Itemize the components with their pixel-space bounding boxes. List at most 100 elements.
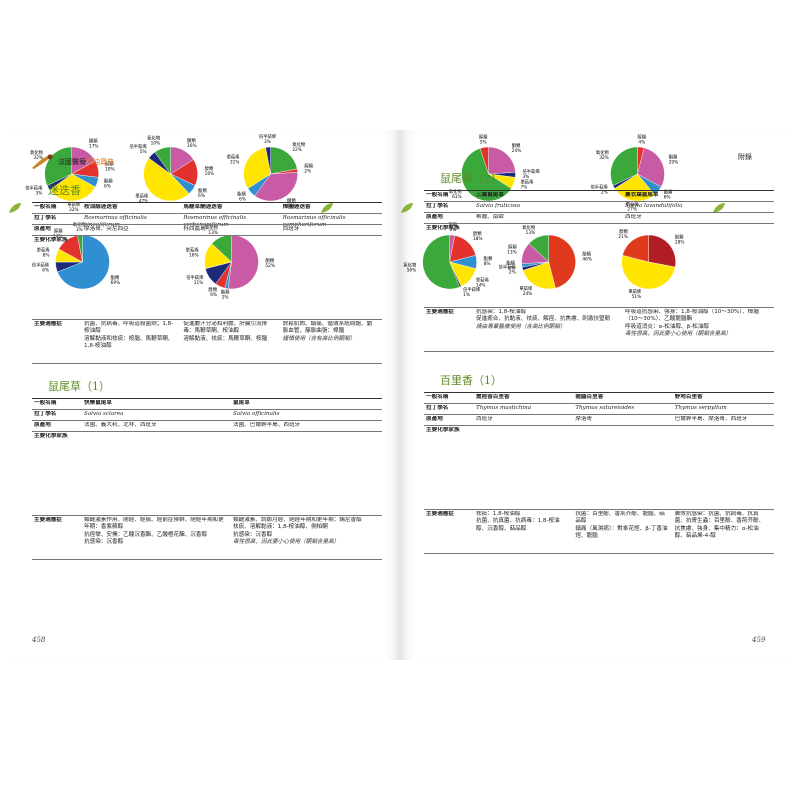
origin: 西班牙 <box>282 226 300 232</box>
row-label: 主要化學家族 <box>34 433 68 439</box>
pie-slice <box>488 146 516 175</box>
species-name: 樟腦迷迭香 <box>282 204 311 210</box>
row-label: 主要適應症 <box>426 309 454 315</box>
slice-name: 單萜烯 <box>186 247 200 254</box>
slice-name: 單萜烯 <box>476 277 490 284</box>
species-name: 馬鞭草酮迷迭香 <box>183 204 223 210</box>
slice-name: 單萜烯 <box>628 288 642 295</box>
pie-slice <box>529 234 550 263</box>
pie-slice <box>143 157 190 202</box>
slice-name: 氧化物 <box>292 141 306 148</box>
slice-name: 酮類 <box>89 138 98 145</box>
table-rule <box>32 319 382 320</box>
indications: 放鬆肌肉、鎮痛、循環系統問題、動脈血管、靜脈曲張：樟腦 <box>282 321 373 335</box>
row-label: 主要適應症 <box>426 511 454 517</box>
slice-name: 酯類 <box>507 259 516 266</box>
slice-value: 24% <box>512 148 522 154</box>
slice-name: 醇類 <box>473 230 482 237</box>
row-label: 拉丁學名 <box>426 405 449 411</box>
slice-value: 14% <box>53 233 63 239</box>
slice-name: 氧化物 <box>205 224 219 231</box>
slice-name: 單萜烯 <box>520 285 534 292</box>
row-label: 主要化學家族 <box>426 427 460 433</box>
slice-name: 酮類 <box>669 153 678 160</box>
origin: 希臘、南歐 <box>476 214 504 220</box>
row-label: 主要化學家族 <box>426 225 460 231</box>
slice-name: 醇類 <box>479 133 488 140</box>
slice-value: 52% <box>265 263 275 269</box>
origin: 科西嘉島 <box>183 226 206 232</box>
slice-value: 47% <box>139 199 149 205</box>
slice-name: 酯類 <box>221 288 230 295</box>
slice-value: 2% <box>509 269 516 275</box>
slice-name: 單萜烯 <box>226 153 240 160</box>
table-rule <box>424 392 774 393</box>
slice-name: 倍半萜烯 <box>186 274 204 281</box>
slice-name: 醇類 <box>304 163 313 170</box>
slice-value: 36% <box>287 203 297 209</box>
table-rule <box>424 509 774 510</box>
latin-name: Salvia lavandulifolia <box>625 203 683 209</box>
slice-value: 16% <box>189 253 199 259</box>
species-name: 薰衣葉鼠尾草 <box>625 192 659 198</box>
slice-name: 酮類 <box>187 137 196 144</box>
slice-name: 氧化物 <box>449 188 463 195</box>
slice-value: 8% <box>43 253 50 259</box>
indications: 廣效抗感染：抗菌、抗病毒、抗真菌、抗寄生蟲：百里酚、香荊芥酚、抗焦慮、強身、集中… <box>674 511 765 540</box>
slice-value: 6% <box>210 292 217 298</box>
slice-value: 10% <box>105 167 115 173</box>
row-label: 主要適應症 <box>34 517 62 523</box>
header-text: 法國醫療 <box>58 158 86 166</box>
row-label: 主要適應症 <box>34 321 62 327</box>
section-title: 鼠尾草（2） <box>440 172 502 185</box>
pie-slice <box>49 173 96 202</box>
slice-name: 酮類 <box>449 221 458 228</box>
slice-value: 6% <box>42 267 49 273</box>
table-rule <box>32 431 382 432</box>
slice-name: 倍半萜烯 <box>499 263 516 270</box>
slice-value: 13% <box>526 230 536 236</box>
slice-name: 單萜烯 <box>520 179 534 186</box>
pie-slice <box>154 146 172 175</box>
right-page: 附錄 459 鼠尾草（2） 一般名稱 三葉鼠尾草 薰衣葉鼠尾草 拉丁學名 Salvia f… <box>400 130 792 660</box>
latin-name: Rosmarinus officinalis cineoliferum <box>84 215 149 229</box>
slice-value: 24% <box>523 291 533 297</box>
table-rule <box>424 201 774 202</box>
indications-cell: 抗菌：百里酚、香荊芥酚、龍腦、萜品醇 鎮痛（風濕病）：對傘花烴、β-丁香油烴、龍… <box>575 511 668 552</box>
slice-name: 醇類 <box>54 227 63 234</box>
pie-slice <box>270 146 298 175</box>
origin: 西班牙 <box>476 416 493 422</box>
table-rule <box>424 425 774 426</box>
slice-value: 18% <box>473 236 483 242</box>
indications-cell: 廣效抗感染：抗菌、抗病毒、抗真菌、抗寄生蟲：百里酚、香荊芥酚、抗焦慮、強身、集中… <box>675 511 768 552</box>
table-rule <box>32 202 382 203</box>
slice-value: 6% <box>239 196 246 202</box>
indications-cell: 抗感染：1,8-桉油醇 促進癒合、抗黏液、祛痰、解痙、抗焦慮、刺激抗堅韌 請由專業… <box>476 309 619 350</box>
row-label: 原產地 <box>426 214 443 220</box>
pie-slice <box>479 146 489 175</box>
indications: 促進膽汁分泌和利膽、肝臟引流排毒：馬鞭草酮、桉油醇 溶解黏液、祛痰：馬鞭草酮、桉… <box>183 321 268 342</box>
slice-value: 3% <box>449 227 456 233</box>
indications: 類雌激素、調節月經、絕經年期和更年期：錫尼香醇 祛痰、溶解黏液：1,8-桉油醇、… <box>233 517 362 538</box>
slice-name: 倍半萜烯 <box>32 261 50 268</box>
indications-cell: 類雌激素、調節月經、絕經年期和更年期：錫尼香醇 祛痰、溶解黏液：1,8-桉油醇、… <box>233 517 376 558</box>
table-rule <box>424 223 774 224</box>
indications: 祛痰：1,8-桉油醇 抗菌、抗真菌、抗病毒：1,8-桉油醇、沉香醇、萜品醇 <box>476 511 560 532</box>
species-name: 龍腦百里香 <box>575 394 604 400</box>
slice-value: 16% <box>187 143 197 149</box>
slice-name: 酯類 <box>664 189 673 196</box>
slice-value: 31% <box>230 159 240 165</box>
latin-name: Salvia officinalis <box>233 411 280 417</box>
slice-name: 單萜烯 <box>626 201 640 208</box>
slice-value: 6% <box>664 195 671 201</box>
indications-cell: 抗菌、抗病毒、呼吸道殺菌劑；1,8-桉油醇 溶解黏液和祛痰：桉腦、馬鞭草酮、1,… <box>84 321 177 362</box>
slice-name: 氧化物 <box>30 149 44 156</box>
slice-name: 倍半萜烯 <box>463 286 481 293</box>
latin-name: Thymus satureioides <box>575 405 635 411</box>
slice-value: 5% <box>480 139 487 145</box>
table-rule <box>32 363 382 364</box>
slice-value: 13% <box>507 249 517 255</box>
table-rule <box>424 553 774 554</box>
leaf-icon <box>9 203 21 213</box>
